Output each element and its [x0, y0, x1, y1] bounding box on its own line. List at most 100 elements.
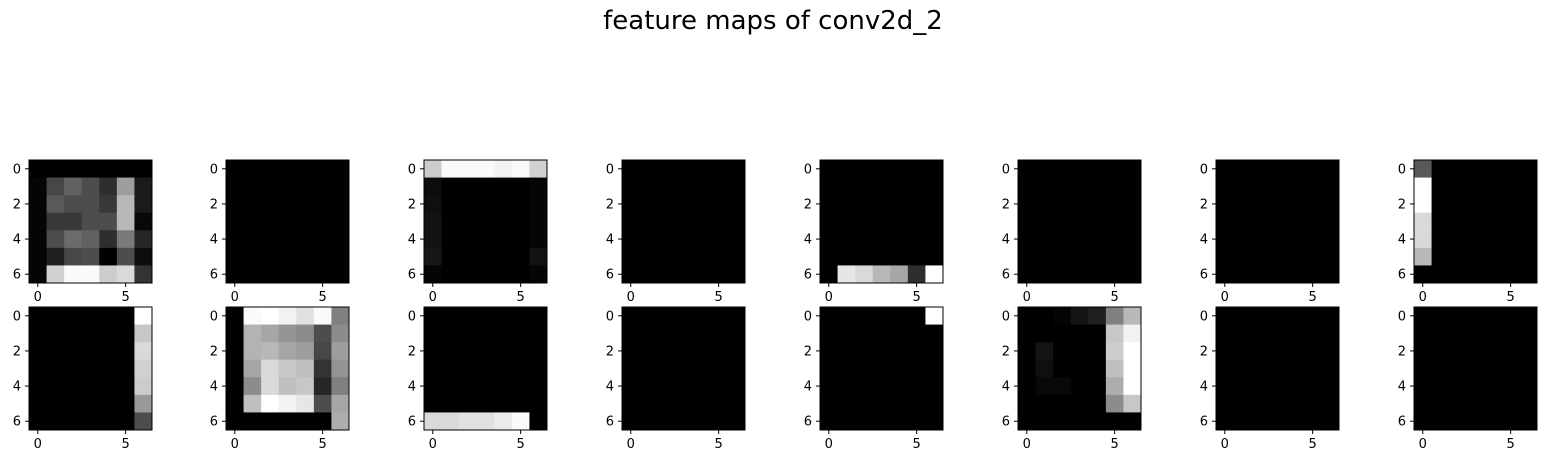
heatmap-cell [1449, 177, 1468, 196]
heatmap-cell [622, 212, 640, 231]
heatmap-cell [1414, 342, 1432, 361]
heatmap-cell [1018, 160, 1036, 178]
heatmap-cell [1268, 160, 1287, 178]
x-tick-label: 0 [825, 290, 833, 305]
heatmap-cell [1286, 212, 1305, 231]
heatmap-cell [1216, 265, 1234, 284]
heatmap-cell [1105, 307, 1124, 325]
heatmap-cell [709, 265, 728, 284]
y-tick-label: 0 [210, 162, 218, 177]
heatmap-cell [243, 265, 262, 284]
heatmap-cell [116, 195, 135, 214]
heatmap-cell [64, 359, 83, 378]
heatmap-cell [872, 307, 891, 325]
heatmap-cell [1414, 265, 1432, 284]
y-tick-label: 0 [408, 162, 416, 177]
y-tick-label: 0 [1398, 162, 1406, 177]
heatmap-cell [837, 412, 856, 431]
y-tick-label: 0 [1002, 162, 1010, 177]
heatmap-cell [494, 265, 513, 284]
heatmap-cell [709, 359, 728, 378]
heatmap-cell [1321, 342, 1340, 361]
y-tick-label: 4 [13, 380, 21, 395]
heatmap-cell [81, 247, 100, 266]
heatmap-cell [820, 195, 838, 214]
heatmap-cell [1216, 359, 1234, 378]
heatmap-cell [1216, 160, 1234, 178]
heatmap-cell [1088, 342, 1107, 361]
axes-frame [1017, 159, 1142, 284]
heatmap-cell [657, 307, 676, 325]
heatmap-cell [1466, 307, 1485, 325]
heatmap-cell [81, 324, 100, 343]
x-tick-label: 5 [715, 437, 723, 452]
heatmap-cell [1105, 265, 1124, 284]
heatmap-cell [511, 324, 530, 343]
heatmap-cell [1321, 212, 1340, 231]
x-tick-label: 5 [319, 437, 327, 452]
heatmap-cell [529, 160, 548, 178]
heatmap-cell [529, 177, 548, 196]
heatmap-cell [1501, 160, 1520, 178]
heatmap-cell [99, 265, 118, 284]
heatmap-cell [1286, 359, 1305, 378]
heatmap-cell [511, 342, 530, 361]
heatmap-cell [1053, 177, 1072, 196]
heatmap-cell [1035, 412, 1054, 431]
heatmap-cell [226, 247, 244, 266]
figure-title: feature maps of conv2d_2 [603, 6, 943, 36]
y-tick-label: 4 [606, 233, 614, 248]
heatmap-cell [1216, 412, 1234, 431]
heatmap-cell [820, 359, 838, 378]
heatmap-cell [1286, 394, 1305, 413]
heatmap-cell [494, 307, 513, 325]
heatmap-cell [1431, 307, 1450, 325]
heatmap-cell [1088, 394, 1107, 413]
heatmap-cell [81, 160, 100, 178]
heatmap-cell [907, 247, 926, 266]
x-tick-label: 0 [1221, 290, 1229, 305]
heatmap-cell [1018, 247, 1036, 266]
heatmap-cell [1053, 342, 1072, 361]
heatmap-cell [1501, 195, 1520, 214]
x-tick-label: 0 [627, 290, 635, 305]
heatmap-cell [476, 160, 495, 178]
heatmap-cell [1123, 160, 1142, 178]
heatmap-cell [657, 342, 676, 361]
heatmap-cell [1519, 377, 1538, 396]
heatmap-cell [837, 324, 856, 343]
heatmap-cell [727, 307, 746, 325]
heatmap-cell [81, 265, 100, 284]
heatmap-cell [278, 160, 297, 178]
heatmap-cell [1268, 377, 1287, 396]
heatmap-cell [925, 412, 944, 431]
heatmap-cell [424, 212, 442, 231]
heatmap-cell [692, 394, 711, 413]
x-tick-label: 5 [122, 437, 130, 452]
y-tick-label: 6 [1002, 268, 1010, 283]
heatmap-cell [727, 177, 746, 196]
y-tick-label: 0 [804, 309, 812, 324]
heatmap-cell [890, 195, 909, 214]
heatmap-cell [29, 324, 47, 343]
heatmap-cell [1070, 377, 1089, 396]
heatmap-cell [476, 359, 495, 378]
heatmap-cell [1088, 247, 1107, 266]
heatmap-cell [529, 195, 548, 214]
heatmap-cell [1519, 342, 1538, 361]
heatmap-cell [46, 230, 65, 249]
heatmap-cell [1519, 212, 1538, 231]
heatmap-cell [46, 324, 65, 343]
heatmap-cell [278, 177, 297, 196]
y-tick-label: 0 [606, 309, 614, 324]
x-tick-label: 5 [715, 290, 723, 305]
heatmap-cell [1088, 324, 1107, 343]
heatmap-cell [1018, 342, 1036, 361]
heatmap-cell [1123, 230, 1142, 249]
x-tick-label: 5 [1309, 290, 1317, 305]
heatmap-cell [674, 247, 693, 266]
heatmap-cell [622, 195, 640, 214]
axes-frame [423, 306, 548, 431]
